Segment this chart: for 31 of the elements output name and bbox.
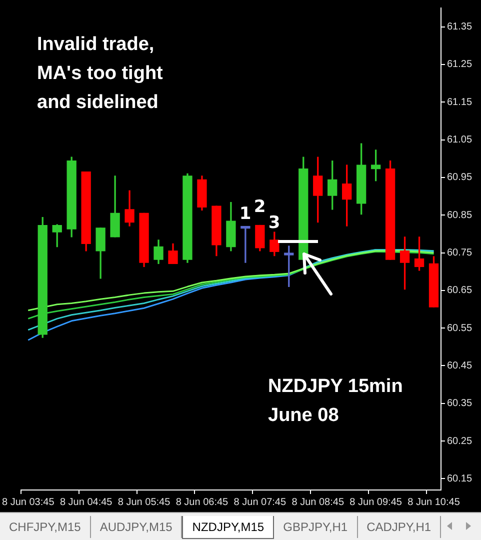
y-tick-label: 61.05 bbox=[447, 134, 472, 146]
annotation: NZDJPY 15min June 08 bbox=[268, 375, 404, 428]
annotation: 1 bbox=[239, 204, 252, 224]
y-tick-label: 61.35 bbox=[447, 22, 472, 33]
x-tick-label: 8 Jun 08:45 bbox=[292, 496, 344, 508]
y-tick-label: 60.55 bbox=[447, 322, 472, 334]
x-tick-label: 8 Jun 05:45 bbox=[118, 496, 171, 508]
x-tick-label: 8 Jun 03:45 bbox=[2, 496, 55, 508]
text: CHFJPY,M15 bbox=[0, 516, 91, 538]
y-tick-label: 61.25 bbox=[447, 59, 472, 70]
y-tick-label: 60.15 bbox=[447, 473, 472, 484]
x-tick-label: 8 Jun 09:45 bbox=[350, 496, 402, 508]
y-tick-label: 60.95 bbox=[447, 172, 472, 184]
x-tick-label: 8 Jun 04:45 bbox=[60, 496, 113, 508]
text: GBPJPY,H1 bbox=[274, 516, 358, 538]
y-tick-label: 60.85 bbox=[447, 210, 472, 221]
x-tick-label: 8 Jun 10:45 bbox=[408, 496, 460, 508]
annotation: 3 bbox=[268, 213, 280, 234]
y-tick-label: 60.65 bbox=[447, 285, 472, 296]
annotation: 2 bbox=[254, 197, 266, 218]
y-tick-label: 60.45 bbox=[447, 360, 472, 372]
y-tick-label: 60.25 bbox=[447, 436, 472, 447]
candlestick bbox=[240, 226, 250, 263]
y-tick-label: 60.75 bbox=[447, 248, 472, 259]
text: CADJPY,H1 bbox=[358, 516, 442, 538]
y-tick-label: 61.15 bbox=[447, 96, 472, 108]
x-tick-label: 8 Jun 07:45 bbox=[234, 496, 286, 508]
text: AUDJPY,M15 bbox=[90, 516, 182, 538]
annotation: Invalid trade, MA's too tight and sidelined bbox=[37, 33, 164, 115]
x-tick-label: 8 Jun 06:45 bbox=[176, 496, 229, 508]
y-tick-label: 60.35 bbox=[447, 398, 472, 410]
